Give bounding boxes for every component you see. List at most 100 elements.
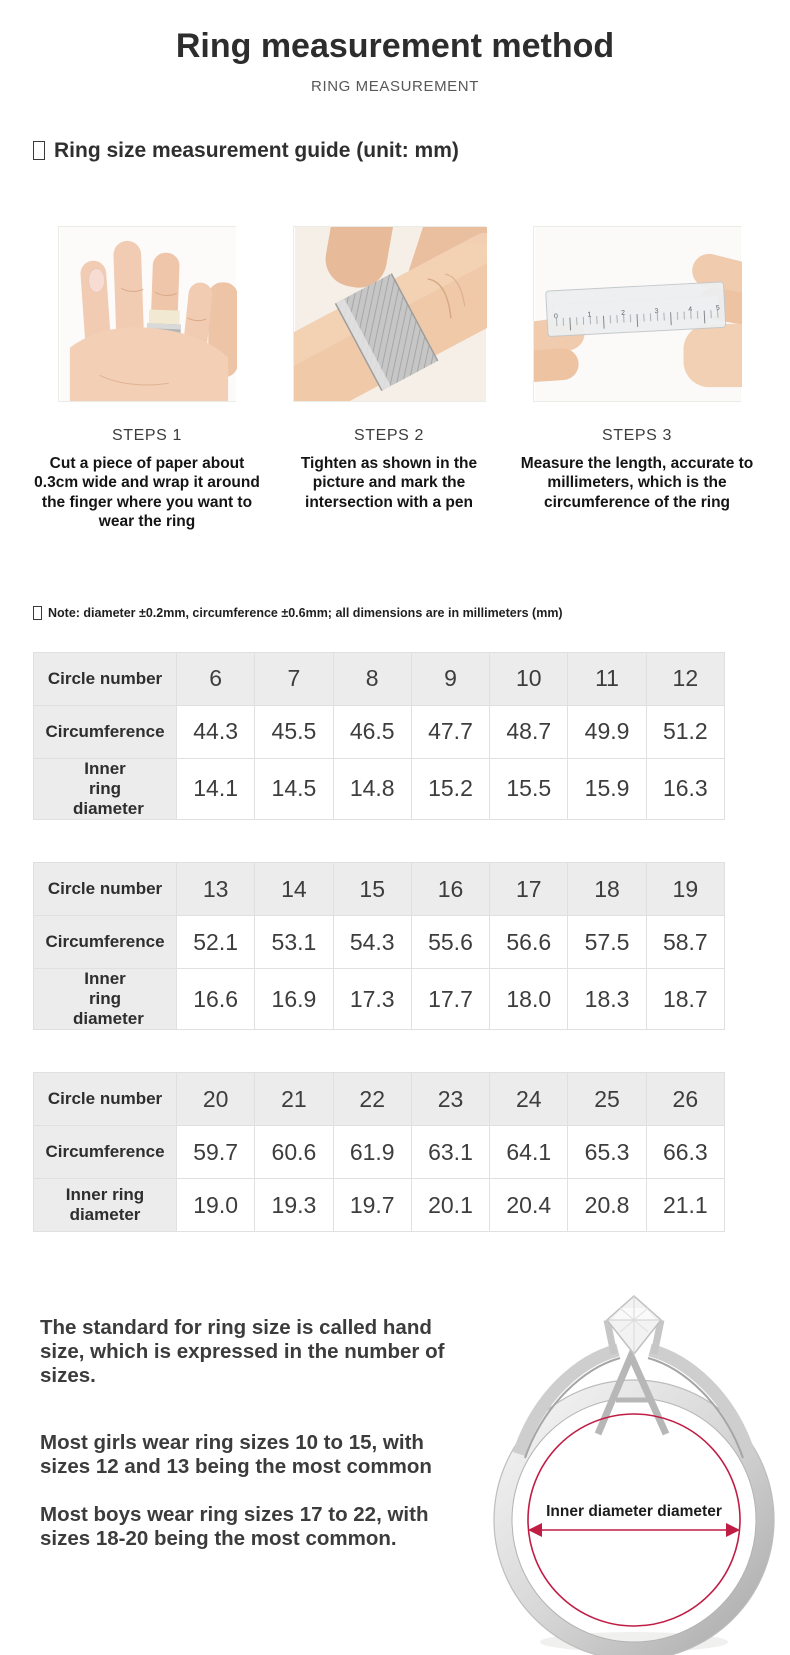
circumference-cell: 58.7 — [645, 915, 726, 969]
row-label-circle-number: Circle number — [33, 1072, 177, 1127]
circle-number-cell: 25 — [567, 1072, 647, 1127]
inner-diameter-cell: 14.5 — [254, 757, 334, 821]
inner-diameter-cell: 19.3 — [254, 1178, 334, 1233]
inner-diameter-label: Inner diameter diameter — [546, 1503, 722, 1520]
inner-diameter-cell: 16.3 — [645, 757, 726, 821]
circle-number-cell: 13 — [175, 862, 256, 916]
circle-number-cell: 26 — [645, 1072, 726, 1127]
row-label-circle-number: Circle number — [33, 862, 177, 916]
table-row-inner-diameter: Inner ring diameter 19.0 19.3 19.7 20.1 … — [33, 1178, 726, 1233]
row-label-circumference: Circumference — [33, 915, 177, 969]
table-row-circle-number: Circle number 13 14 15 16 17 18 19 — [33, 862, 726, 916]
ring-setting-arch — [594, 1347, 670, 1436]
page-title: Ring measurement method — [175, 27, 615, 65]
circumference-cell: 53.1 — [254, 915, 334, 969]
footer-paragraph: Most girls wear ring sizes 10 to 15, wit… — [40, 1431, 432, 1479]
circle-number-cell: 7 — [254, 651, 334, 706]
inner-diameter-cell: 15.9 — [567, 757, 647, 821]
circle-number-cell: 21 — [254, 1072, 334, 1127]
size-table-2: Circle number 13 14 15 16 17 18 19 Circu… — [33, 862, 726, 1031]
row-label-inner-diameter: Inner ring diameter — [33, 1178, 177, 1233]
inner-diameter-cell: 15.2 — [410, 757, 491, 821]
circumference-cell: 45.5 — [254, 704, 334, 759]
ring-shoulder-right — [648, 1343, 756, 1457]
row-label-circle-number: Circle number — [33, 651, 177, 706]
circumference-cell: 65.3 — [567, 1125, 647, 1180]
step-description: Cut a piece of paper about 0.3cm wide an… — [34, 454, 260, 531]
row-label-inner-diameter: Inner ring diameter — [33, 967, 177, 1031]
step1-illustration — [60, 226, 237, 401]
step-description: Measure the length, accurate to millimet… — [520, 454, 754, 511]
circumference-cell: 63.1 — [410, 1125, 491, 1180]
table-row-inner-diameter: Inner ring diameter 16.6 16.9 17.3 17.7 … — [33, 967, 726, 1031]
circle-number-cell: 14 — [254, 862, 334, 916]
circumference-cell: 52.1 — [175, 915, 256, 969]
step-caption: STEPS 1 — [111, 426, 182, 444]
svg-text:3: 3 — [655, 308, 659, 315]
table-row-circumference: Circumference 44.3 45.5 46.5 47.7 48.7 4… — [33, 704, 726, 759]
circumference-cell: 57.5 — [567, 915, 647, 969]
circle-number-cell: 19 — [645, 862, 726, 916]
circle-number-cell: 15 — [332, 862, 412, 916]
ring-prong-right — [650, 1319, 665, 1355]
circumference-cell: 48.7 — [489, 704, 569, 759]
ring-shoulder-left — [512, 1343, 620, 1457]
steps-row: STEPS 1 Cut a piece of paper about 0.3cm… — [0, 225, 790, 532]
step-1: STEPS 1 Cut a piece of paper about 0.3cm… — [28, 225, 266, 532]
ruler-measuring-strip-photo: 0 1 2 3 4 5 — [533, 225, 742, 402]
arrow-right-icon — [726, 1523, 740, 1538]
ring-prong-left — [603, 1319, 618, 1355]
inner-diameter-cell: 14.8 — [332, 757, 412, 821]
note-text: Note: diameter ±0.2mm, circumference ±0.… — [48, 605, 563, 620]
page-subtitle: RING MEASUREMENT — [311, 77, 479, 95]
circumference-cell: 66.3 — [645, 1125, 726, 1180]
ring-diagram: Inner diameter diameter — [493, 1295, 775, 1655]
circumference-cell: 60.6 — [254, 1125, 334, 1180]
inner-diameter-cell: 16.9 — [254, 967, 334, 1031]
inner-diameter-cell: 16.6 — [175, 967, 256, 1031]
circumference-cell: 44.3 — [175, 704, 256, 759]
inner-diameter-cell: 19.0 — [175, 1178, 256, 1233]
section-heading-label: Ring size measurement guide (unit: mm) — [54, 138, 459, 162]
circumference-cell: 56.6 — [489, 915, 569, 969]
circle-number-cell: 12 — [645, 651, 726, 706]
inner-diameter-cell: 17.3 — [332, 967, 412, 1031]
arrow-left-icon — [528, 1523, 542, 1538]
circle-number-cell: 22 — [332, 1072, 412, 1127]
svg-text:4: 4 — [688, 306, 692, 313]
finger-with-tightened-band-photo — [292, 225, 487, 402]
svg-text:1: 1 — [587, 311, 591, 318]
hand-with-paper-strip-photo — [58, 225, 237, 402]
circumference-cell: 51.2 — [645, 704, 726, 759]
circle-number-cell: 8 — [332, 651, 412, 706]
step-caption: STEPS 2 — [353, 426, 424, 444]
inner-diameter-cell: 15.5 — [489, 757, 569, 821]
svg-text:5: 5 — [716, 305, 720, 312]
missing-glyph-icon — [33, 141, 45, 161]
inner-diameter-cell: 18.7 — [645, 967, 726, 1031]
circumference-cell: 46.5 — [332, 704, 412, 759]
circumference-cell: 47.7 — [410, 704, 491, 759]
footer-paragraph: The standard for ring size is called han… — [40, 1316, 445, 1387]
section-heading: Ring size measurement guide (unit: mm) — [33, 139, 790, 163]
circle-number-cell: 18 — [567, 862, 647, 916]
step-description: Tighten as shown in the picture and mark… — [300, 454, 478, 511]
circle-number-cell: 20 — [175, 1072, 256, 1127]
svg-text:2: 2 — [621, 309, 625, 316]
inner-diameter-cell: 18.3 — [567, 967, 647, 1031]
inner-diameter-cell: 17.7 — [410, 967, 491, 1031]
circle-number-cell: 16 — [410, 862, 491, 916]
svg-text:0: 0 — [554, 313, 558, 320]
table-row-circumference: Circumference 52.1 53.1 54.3 55.6 56.6 5… — [33, 915, 726, 969]
table-row-circle-number: Circle number 20 21 22 23 24 25 26 — [33, 1072, 726, 1127]
inner-diameter-cell: 19.7 — [332, 1178, 412, 1233]
circle-number-cell: 10 — [489, 651, 569, 706]
circumference-cell: 59.7 — [175, 1125, 256, 1180]
missing-glyph-icon — [33, 605, 42, 620]
row-label-inner-diameter: Inner ring diameter — [33, 757, 177, 821]
inner-diameter-cell: 18.0 — [489, 967, 569, 1031]
step2-illustration — [293, 226, 487, 401]
size-table-3: Circle number 20 21 22 23 24 25 26 Circu… — [33, 1072, 726, 1233]
circumference-cell: 64.1 — [489, 1125, 569, 1180]
